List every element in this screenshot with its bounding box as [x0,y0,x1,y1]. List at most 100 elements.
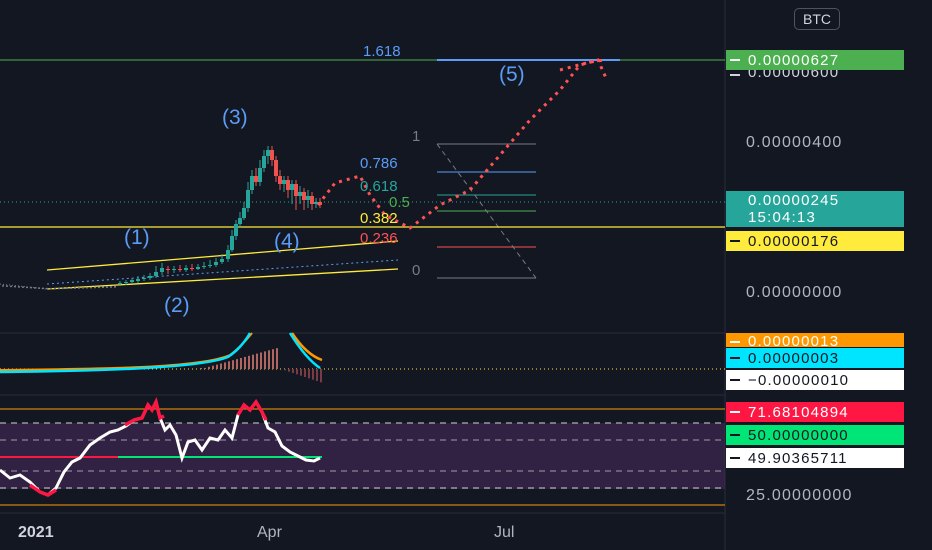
histogram-bar [212,365,214,369]
fib-label-0236: 0.236 [360,230,398,247]
candle-early [74,287,76,289]
candle-body [226,250,230,259]
candle-body [202,266,206,267]
candle-body [154,272,158,276]
candle-body [142,278,146,279]
channel-lower [46,268,399,290]
candle-early [70,287,72,289]
candle-body [230,236,234,250]
price-axis-label-400: 0.00000400 [746,134,843,151]
candle-early [42,287,44,290]
candle-body [294,184,298,196]
histogram-bar [240,358,242,369]
histogram-bar [308,369,310,379]
candle-body [266,150,270,156]
histogram-bar [228,361,230,369]
fib-label-0: 0 [412,262,421,279]
price-tag-orange: 0.00000013 [726,333,904,347]
fib-label-1: 1 [412,128,421,145]
fib-label-0618: 0.618 [360,178,398,195]
candle-body [118,283,122,284]
candle-body [136,279,140,281]
candle-early [62,287,64,290]
candle-early [98,286,100,289]
histogram-bar [264,351,266,369]
histogram-bar [296,369,298,375]
candle-early [10,285,12,288]
candle-body [148,276,152,278]
histogram-bar [248,355,250,369]
histogram-bar [288,369,290,372]
histogram-bar [272,349,274,369]
candle-body [278,176,282,184]
candle-body [196,267,200,269]
candle-early [82,287,84,289]
rsi-line [0,397,321,497]
candle-body [254,176,258,182]
macd-orange-line [0,332,253,371]
time-axis-label-jul: Jul [494,524,515,541]
candle-body [130,280,134,282]
candle-body [242,208,246,218]
projection-path [316,58,608,230]
candle-early [66,287,68,289]
candle-body [282,180,286,184]
histogram-bar [256,353,258,369]
candle-body [302,192,306,200]
macd-cyan-line [0,332,252,374]
candle-body [238,218,242,224]
time-axis-label-apr: Apr [257,524,282,541]
wave-label-1: (1) [124,226,150,249]
candle-body [262,156,266,168]
histogram-bar [320,369,322,383]
macd-histogram [200,348,322,383]
candle-early [114,286,116,288]
symbol-badge[interactable]: BTC [794,8,840,30]
candle-early [6,285,8,287]
histogram-bar [216,364,218,369]
price-tag-green-rsi: 50.00000000 [726,425,904,445]
price-tag-white-hist: −0.00000010 [726,370,904,390]
price-tag-red-rsi: 71.68104894 [726,402,904,422]
price-axis-label-0: 0.00000000 [746,284,843,301]
candle-body [184,268,188,270]
candle-body [314,202,318,204]
candle-early [46,287,48,290]
candle-body [234,224,238,236]
histogram-bar [220,363,222,369]
histogram-bar [252,354,254,369]
candle-early [78,287,80,289]
histogram-bar [300,369,302,376]
histogram-bar [208,366,210,369]
histogram-bar [304,369,306,377]
countdown-timer: 15:04:13 [748,209,816,226]
fib-label-1618: 1.618 [363,43,401,60]
histogram-bar [200,368,202,369]
candle-body [246,190,250,208]
candle-early [58,287,60,290]
histogram-bar [276,348,278,369]
candle-body [166,269,170,270]
histogram-bar [284,369,286,371]
candle-body [258,168,262,182]
candle-body [160,268,164,272]
histogram-bar [312,369,314,380]
candle-body [172,269,176,270]
wave-label-4: (4) [274,230,300,253]
histogram-bar [244,356,246,369]
candle-body [220,259,224,262]
candle-early [34,287,36,289]
price-tag-cyan: 0.00000003 [726,348,904,368]
fib-label-0382: 0.382 [360,210,398,227]
candle-body [290,184,294,190]
histogram-bar [292,369,294,373]
candle-body [286,180,290,190]
price-tag-white-rsi: 49.90365711 [726,448,904,468]
histogram-bar [236,359,238,369]
candle-early [86,286,88,289]
candle-early [110,286,112,288]
price-tag-current: 0.00000245 15:04:13 [726,191,904,227]
histogram-bar [268,350,270,369]
candle-early [30,286,32,289]
